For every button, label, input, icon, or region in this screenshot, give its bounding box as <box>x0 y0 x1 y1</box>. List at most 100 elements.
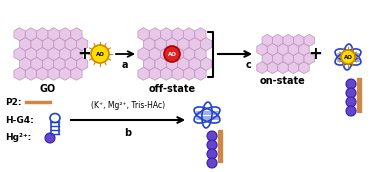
Bar <box>357 78 361 112</box>
Polygon shape <box>288 62 299 74</box>
Text: (K⁺, Mg²⁺, Tris-HAc): (K⁺, Mg²⁺, Tris-HAc) <box>91 101 165 110</box>
Polygon shape <box>161 28 172 41</box>
Polygon shape <box>288 44 299 55</box>
Polygon shape <box>31 57 42 70</box>
Polygon shape <box>200 38 212 51</box>
Polygon shape <box>144 57 155 70</box>
Polygon shape <box>42 57 54 70</box>
Polygon shape <box>149 67 161 80</box>
Polygon shape <box>65 57 76 70</box>
Circle shape <box>207 149 217 159</box>
Polygon shape <box>267 44 278 55</box>
Circle shape <box>207 158 217 168</box>
Text: H-G4:: H-G4: <box>5 116 34 125</box>
Circle shape <box>346 97 356 107</box>
Polygon shape <box>172 28 183 41</box>
Text: b: b <box>124 128 132 138</box>
Polygon shape <box>178 38 189 51</box>
Polygon shape <box>155 38 166 51</box>
Polygon shape <box>294 53 304 64</box>
Polygon shape <box>183 67 195 80</box>
Circle shape <box>346 106 356 116</box>
Polygon shape <box>183 28 195 41</box>
Polygon shape <box>20 57 31 70</box>
Polygon shape <box>183 47 195 61</box>
Polygon shape <box>48 67 59 80</box>
Polygon shape <box>37 67 48 80</box>
Polygon shape <box>304 34 314 46</box>
Polygon shape <box>149 47 161 61</box>
Circle shape <box>346 88 356 98</box>
Polygon shape <box>59 28 71 41</box>
Polygon shape <box>138 47 149 61</box>
Polygon shape <box>161 47 172 61</box>
Polygon shape <box>71 67 82 80</box>
Circle shape <box>91 45 109 63</box>
Polygon shape <box>262 53 273 64</box>
Polygon shape <box>138 67 149 80</box>
Polygon shape <box>25 47 37 61</box>
Polygon shape <box>195 67 206 80</box>
Polygon shape <box>178 57 189 70</box>
Polygon shape <box>200 57 212 70</box>
Text: AO: AO <box>96 51 104 56</box>
Polygon shape <box>59 67 71 80</box>
Polygon shape <box>273 53 283 64</box>
Text: +: + <box>308 45 322 63</box>
Polygon shape <box>283 34 293 46</box>
Polygon shape <box>48 28 59 41</box>
Polygon shape <box>25 67 37 80</box>
Polygon shape <box>189 38 200 51</box>
Polygon shape <box>14 28 25 41</box>
Circle shape <box>341 50 355 64</box>
Polygon shape <box>14 67 25 80</box>
Polygon shape <box>172 67 183 80</box>
Polygon shape <box>54 57 65 70</box>
Polygon shape <box>166 57 178 70</box>
Polygon shape <box>189 57 200 70</box>
Text: c: c <box>245 60 251 70</box>
Text: AO: AO <box>344 55 352 60</box>
Polygon shape <box>273 34 283 46</box>
Polygon shape <box>278 44 288 55</box>
Polygon shape <box>59 47 71 61</box>
Polygon shape <box>76 38 88 51</box>
Polygon shape <box>257 44 267 55</box>
Polygon shape <box>48 47 59 61</box>
Circle shape <box>45 133 55 143</box>
Text: AO: AO <box>167 51 177 56</box>
Circle shape <box>164 46 180 62</box>
Polygon shape <box>172 47 183 61</box>
Text: off-state: off-state <box>149 84 195 94</box>
Polygon shape <box>161 67 172 80</box>
Polygon shape <box>299 44 309 55</box>
Polygon shape <box>283 53 293 64</box>
Circle shape <box>207 140 217 150</box>
Polygon shape <box>20 38 31 51</box>
Polygon shape <box>166 38 178 51</box>
Polygon shape <box>195 28 206 41</box>
Polygon shape <box>294 34 304 46</box>
Polygon shape <box>37 28 48 41</box>
Polygon shape <box>71 28 82 41</box>
Polygon shape <box>54 38 65 51</box>
Polygon shape <box>304 53 314 64</box>
Polygon shape <box>65 38 76 51</box>
Polygon shape <box>195 47 206 61</box>
Text: Hg²⁺:: Hg²⁺: <box>5 133 31 142</box>
Bar <box>218 130 222 162</box>
Polygon shape <box>71 47 82 61</box>
Polygon shape <box>144 38 155 51</box>
Polygon shape <box>37 47 48 61</box>
Polygon shape <box>76 57 88 70</box>
Polygon shape <box>257 62 267 74</box>
Circle shape <box>346 79 356 89</box>
Polygon shape <box>299 62 309 74</box>
Polygon shape <box>262 34 273 46</box>
Text: on-state: on-state <box>260 76 306 86</box>
Polygon shape <box>138 28 149 41</box>
Text: a: a <box>122 60 128 70</box>
Polygon shape <box>42 38 54 51</box>
Polygon shape <box>149 28 161 41</box>
Polygon shape <box>155 57 166 70</box>
